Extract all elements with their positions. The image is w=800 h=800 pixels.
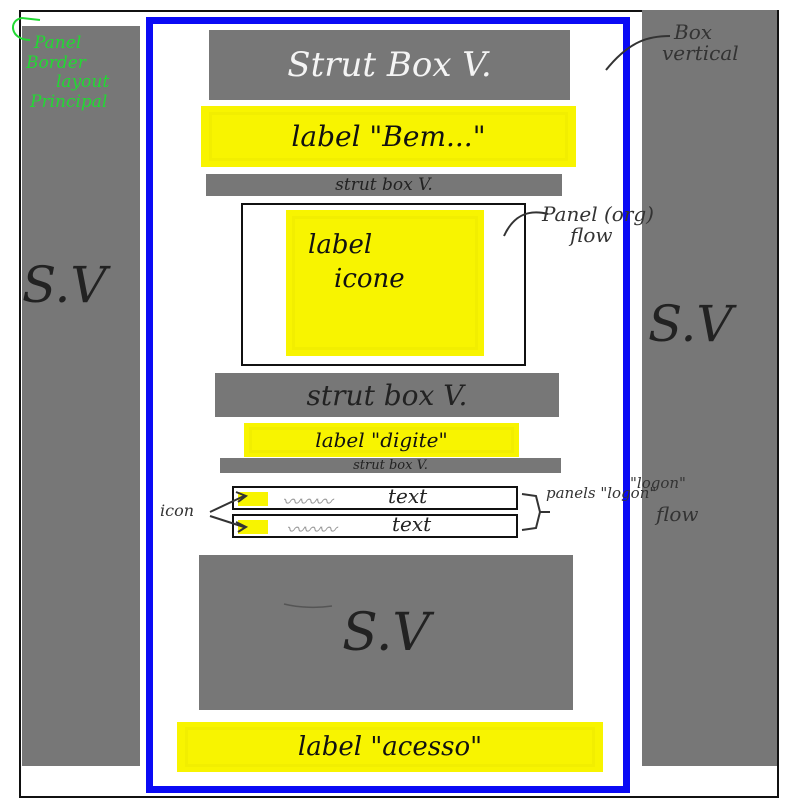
green-note-arrow [12,16,41,41]
label-icone-line-2: icone [334,264,405,294]
left-strut: S.V [22,26,140,766]
flow-panel-arrow [503,211,549,237]
label-icone: label icone [286,210,484,356]
label-acesso-text: label "acesso" [297,732,483,762]
note-panels-logon-line-1: panels "logon" [546,484,657,502]
label-bem-inner-border [209,112,568,161]
label-bem: label "Bem..." [201,106,576,167]
strut-3-label: strut box V. [306,378,468,412]
label-digite-inner-border [249,427,514,453]
note-panel-flow-line-2: flow [570,223,613,247]
label-icone-inner-border [292,216,478,350]
green-note-line-3: layout [56,72,110,93]
strut-big: S.V [199,555,573,710]
label-icone-line-1: label [308,230,373,260]
text-row-2-text: text [392,512,432,536]
text-row-1-text: text [388,484,428,508]
right-strut: S.V [642,10,777,766]
note-icon: icon [160,501,195,520]
strut-top: Strut Box V. [209,30,570,100]
strut-3: strut box V. [215,373,559,417]
icon-arrow-2 [209,515,249,533]
note-panels-logon: panels "logon" "logon" flow [546,456,699,525]
note-panel-flow: Panel (org) flow [542,204,654,246]
label-bem-text: label "Bem..." [291,120,486,153]
right-strut-label: S.V [648,295,733,353]
strut-4-label: strut box V. [353,458,428,473]
note-panels-logon-line-2: "logon" [630,474,686,492]
green-note: Panel Border layout Principal [20,33,110,112]
outer-frame [19,10,779,798]
note-panels-logon-line-3: flow [656,501,699,526]
text-row-2-icon [238,520,268,534]
note-icon-text: icon [160,501,195,520]
panels-brace [521,493,550,531]
strut-2-label: strut box V. [335,175,433,195]
box-vertical-arrow [605,35,671,71]
text-row-1-squiggle: 〰〰〰 [282,492,332,513]
text-row-2-squiggle: 〰〰〰 [286,520,336,541]
label-digite-text: label "digite" [315,428,448,452]
strut-top-label: Strut Box V. [287,45,492,85]
note-panel-flow-line-1: Panel (org) [542,202,654,226]
green-note-line-2: Border [26,52,86,73]
note-box-vertical-line-2: vertical [662,41,739,65]
green-note-line-4: Principal [30,91,108,112]
label-acesso-inner-border [185,727,595,767]
left-strut-label: S.V [22,256,107,314]
note-box-vertical-line-1: Box [674,20,713,44]
strut-2: strut box V. [206,174,562,196]
strut-4: strut box V. [220,458,561,473]
label-acesso: label "acesso" [177,722,603,772]
text-row-2[interactable]: 〰〰〰 text [232,512,518,541]
label-digite: label "digite" [244,423,519,457]
icon-arrow-1 [209,491,249,513]
strut-big-label: S.V [342,602,430,663]
green-note-line-1: Panel [34,33,82,53]
text-row-1[interactable]: 〰〰〰 text [232,484,518,513]
note-box-vertical: Box vertical [662,22,739,64]
strut-big-stroke [283,603,333,609]
